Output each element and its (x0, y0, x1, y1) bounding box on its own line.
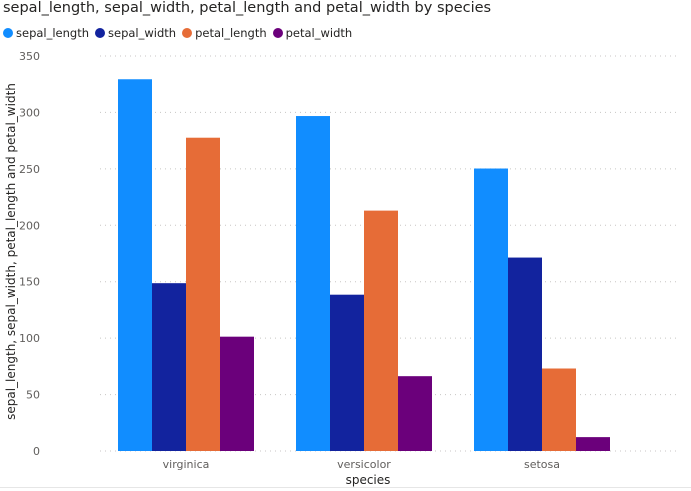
bar-sepal-width-setosa[interactable] (508, 257, 542, 451)
y-tick-label: 300 (19, 106, 40, 119)
bar-petal-length-versicolor[interactable] (364, 210, 398, 451)
legend: sepal_length sepal_width petal_length pe… (3, 26, 358, 40)
bar-sepal-width-virginica[interactable] (152, 283, 186, 451)
x-tick-label: setosa (524, 458, 560, 471)
x-tick-label: virginica (163, 458, 210, 471)
x-axis-title: species (346, 473, 391, 487)
legend-item-petal-length[interactable]: petal_length (182, 26, 267, 40)
legend-marker-petal-width (272, 28, 283, 38)
chart-title: sepal_length, sepal_width, petal_length … (3, 0, 492, 16)
legend-label-sepal-width: sepal_width (108, 26, 177, 40)
bar-petal-length-setosa[interactable] (542, 368, 576, 451)
y-tick-label: 200 (19, 219, 40, 232)
bar-sepal-length-versicolor[interactable] (296, 116, 330, 451)
legend-item-petal-width[interactable]: petal_width (272, 26, 353, 40)
bottom-divider (0, 487, 691, 488)
y-tick-label: 100 (19, 332, 40, 345)
x-tick-label: versicolor (337, 458, 391, 471)
y-axis-title: sepal_length, sepal_width, petal_length … (4, 83, 18, 420)
bar-petal-width-versicolor[interactable] (398, 376, 432, 451)
y-tick-label: 250 (19, 163, 40, 176)
bar-sepal-width-versicolor[interactable] (330, 294, 364, 451)
legend-marker-sepal-width (95, 28, 106, 38)
y-tick-label: 150 (19, 276, 40, 289)
legend-marker-sepal-length (3, 28, 13, 38)
bar-petal-length-virginica[interactable] (186, 137, 220, 452)
y-tick-label: 350 (19, 50, 40, 63)
y-tick-label: 0 (33, 445, 40, 458)
bar-sepal-length-setosa[interactable] (474, 168, 508, 452)
legend-label-petal-length: petal_length (195, 26, 267, 40)
legend-item-sepal-length[interactable]: sepal_length (3, 26, 89, 40)
bar-sepal-length-virginica[interactable] (118, 79, 152, 452)
legend-label-sepal-length: sepal_length (16, 26, 90, 40)
y-tick-label: 50 (26, 389, 40, 402)
legend-marker-petal-length (182, 28, 193, 38)
legend-item-sepal-width[interactable]: sepal_width (95, 26, 176, 40)
bar-petal-width-virginica[interactable] (220, 336, 254, 451)
bar-petal-width-setosa[interactable] (576, 437, 610, 451)
legend-label-petal-width: petal_width (285, 26, 353, 40)
